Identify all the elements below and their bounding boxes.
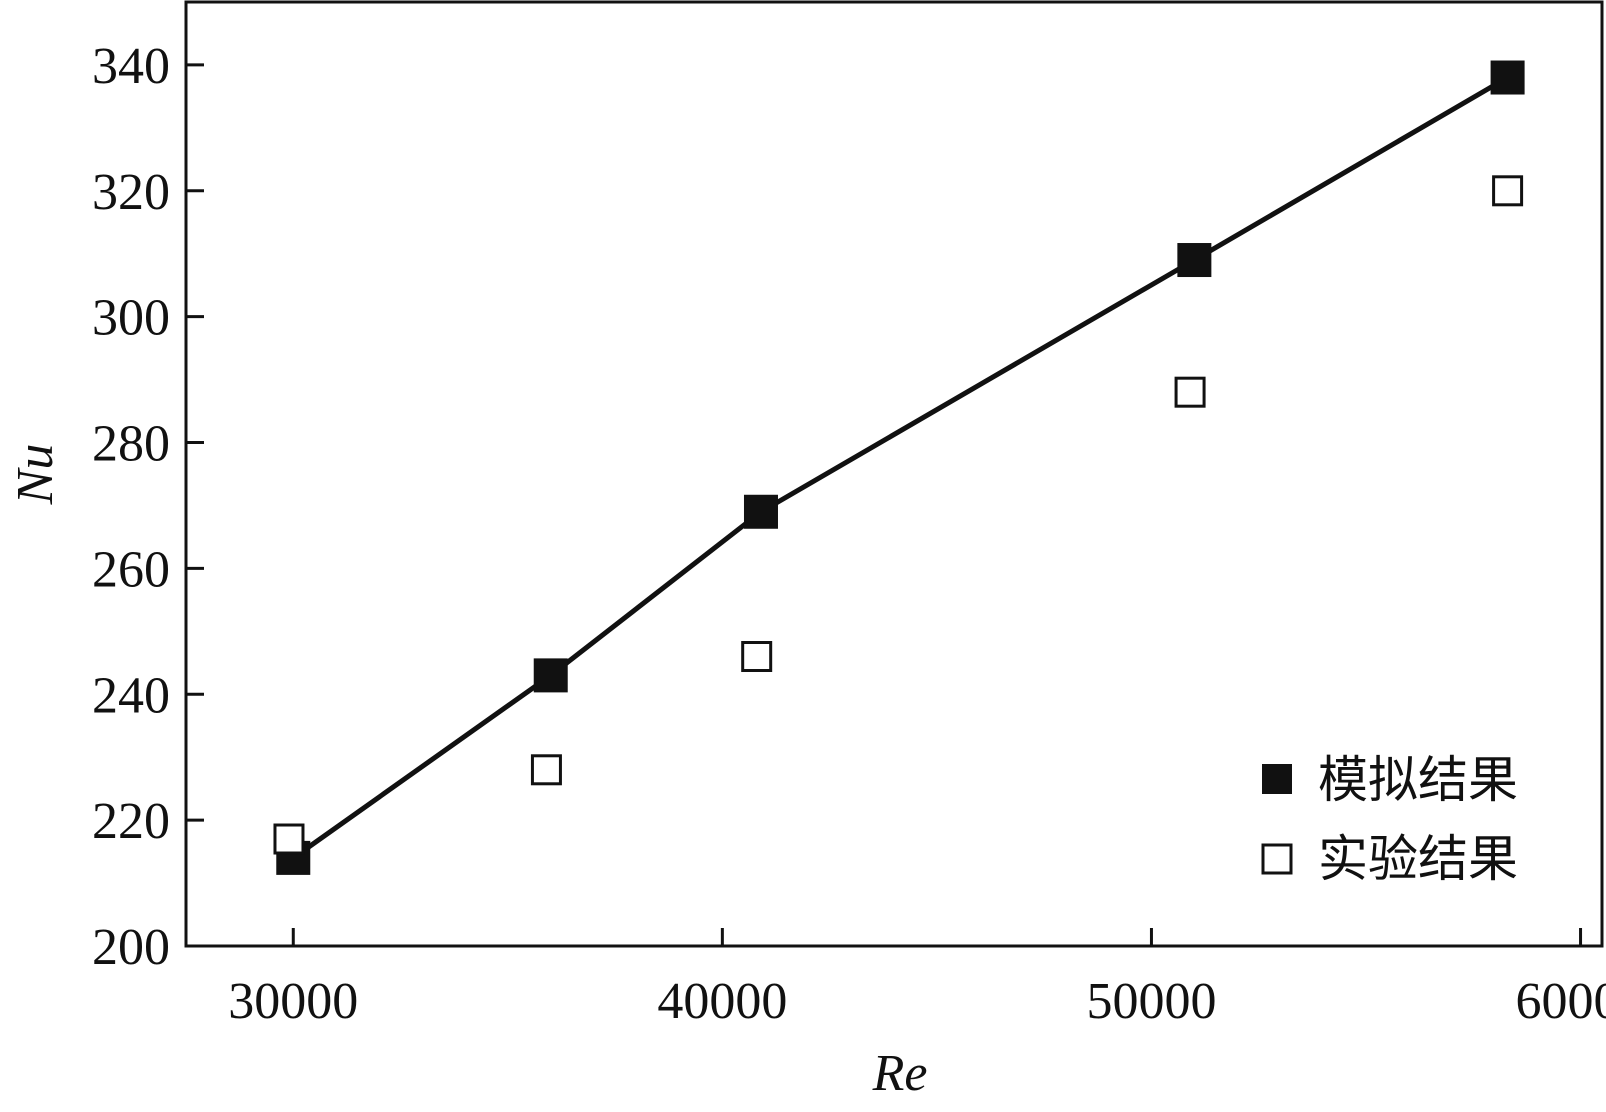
simulation-point [743, 494, 778, 529]
y-tick-label: 200 [92, 919, 170, 976]
simulation-point [1177, 243, 1212, 278]
y-tick-label: 340 [92, 38, 170, 95]
series-layer [273, 60, 1525, 875]
x-axis-title: Re [872, 1045, 928, 1102]
x-tick-label: 40000 [657, 973, 787, 1030]
legend-marker-experiment [1261, 843, 1293, 875]
y-tick-label: 260 [92, 541, 170, 598]
y-tick-label: 220 [92, 793, 170, 850]
x-axis-ticks: 30000 40000 50000 60000 [228, 928, 1606, 1030]
experiment-point [741, 641, 773, 673]
simulation-point [1490, 60, 1525, 95]
plot-frame [184, 0, 1604, 948]
experiment-point [1174, 376, 1206, 408]
experiment-point [530, 754, 562, 786]
y-axis-title: Nu [7, 444, 64, 506]
series-line-0 [291, 75, 1509, 860]
simulation-point [533, 658, 568, 693]
y-tick-label: 320 [92, 164, 170, 221]
legend-marker-simulation [1262, 764, 1292, 794]
x-tick-label: 60000 [1516, 973, 1606, 1030]
y-tick-label: 280 [92, 416, 170, 473]
legend-label-experiment: 实验结果 [1318, 830, 1518, 888]
y-axis-ticks: 200 220 240 260 280 300 320 340 [92, 38, 204, 976]
experiment-point [1492, 175, 1524, 207]
legend-label-simulation: 模拟结果 [1318, 751, 1518, 809]
y-tick-label: 240 [92, 667, 170, 724]
experiment-point [273, 823, 305, 855]
x-tick-label: 50000 [1086, 973, 1216, 1030]
legend: 模拟结果 实验结果 [1261, 751, 1518, 888]
y-tick-label: 300 [92, 290, 170, 347]
x-tick-label: 30000 [228, 973, 358, 1030]
